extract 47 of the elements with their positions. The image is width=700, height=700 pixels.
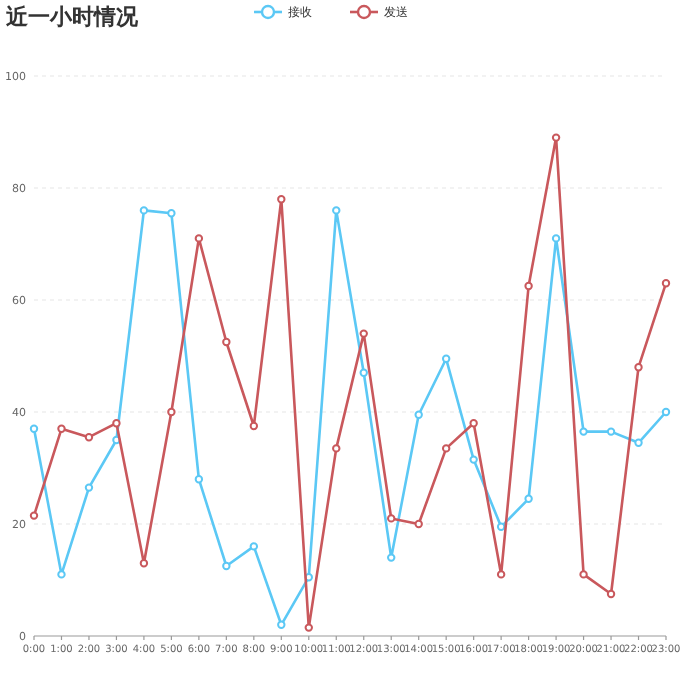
point [277,620,286,629]
point [606,589,616,599]
point [167,407,176,417]
point [222,337,231,347]
point [57,570,66,579]
point [661,407,671,417]
point [634,363,643,372]
point [387,514,396,523]
point [414,410,423,419]
point [414,519,423,529]
point [29,511,39,520]
point [579,427,588,436]
point [441,444,451,453]
point [579,570,588,579]
point [112,419,121,428]
point [524,281,533,291]
point [249,421,259,431]
point [332,444,341,453]
point [167,209,176,218]
point [469,455,478,464]
point [84,433,94,442]
point [496,570,506,579]
point [661,279,671,288]
point [304,623,313,632]
point [606,427,616,436]
point [469,419,478,428]
point [57,424,66,433]
point [139,206,149,215]
point [551,133,561,142]
point [277,195,286,204]
point [634,438,643,447]
point [359,329,368,338]
point [194,475,204,484]
point [496,522,506,531]
point [84,483,94,492]
point [387,553,396,562]
point [249,542,259,551]
point [222,561,231,571]
point [139,559,149,568]
point [332,206,341,215]
point [441,354,451,363]
point [551,234,561,243]
point [194,234,204,243]
chart-title: 近一小时情况 [4,4,140,30]
point [524,494,533,503]
point [29,424,39,433]
point [359,368,368,377]
